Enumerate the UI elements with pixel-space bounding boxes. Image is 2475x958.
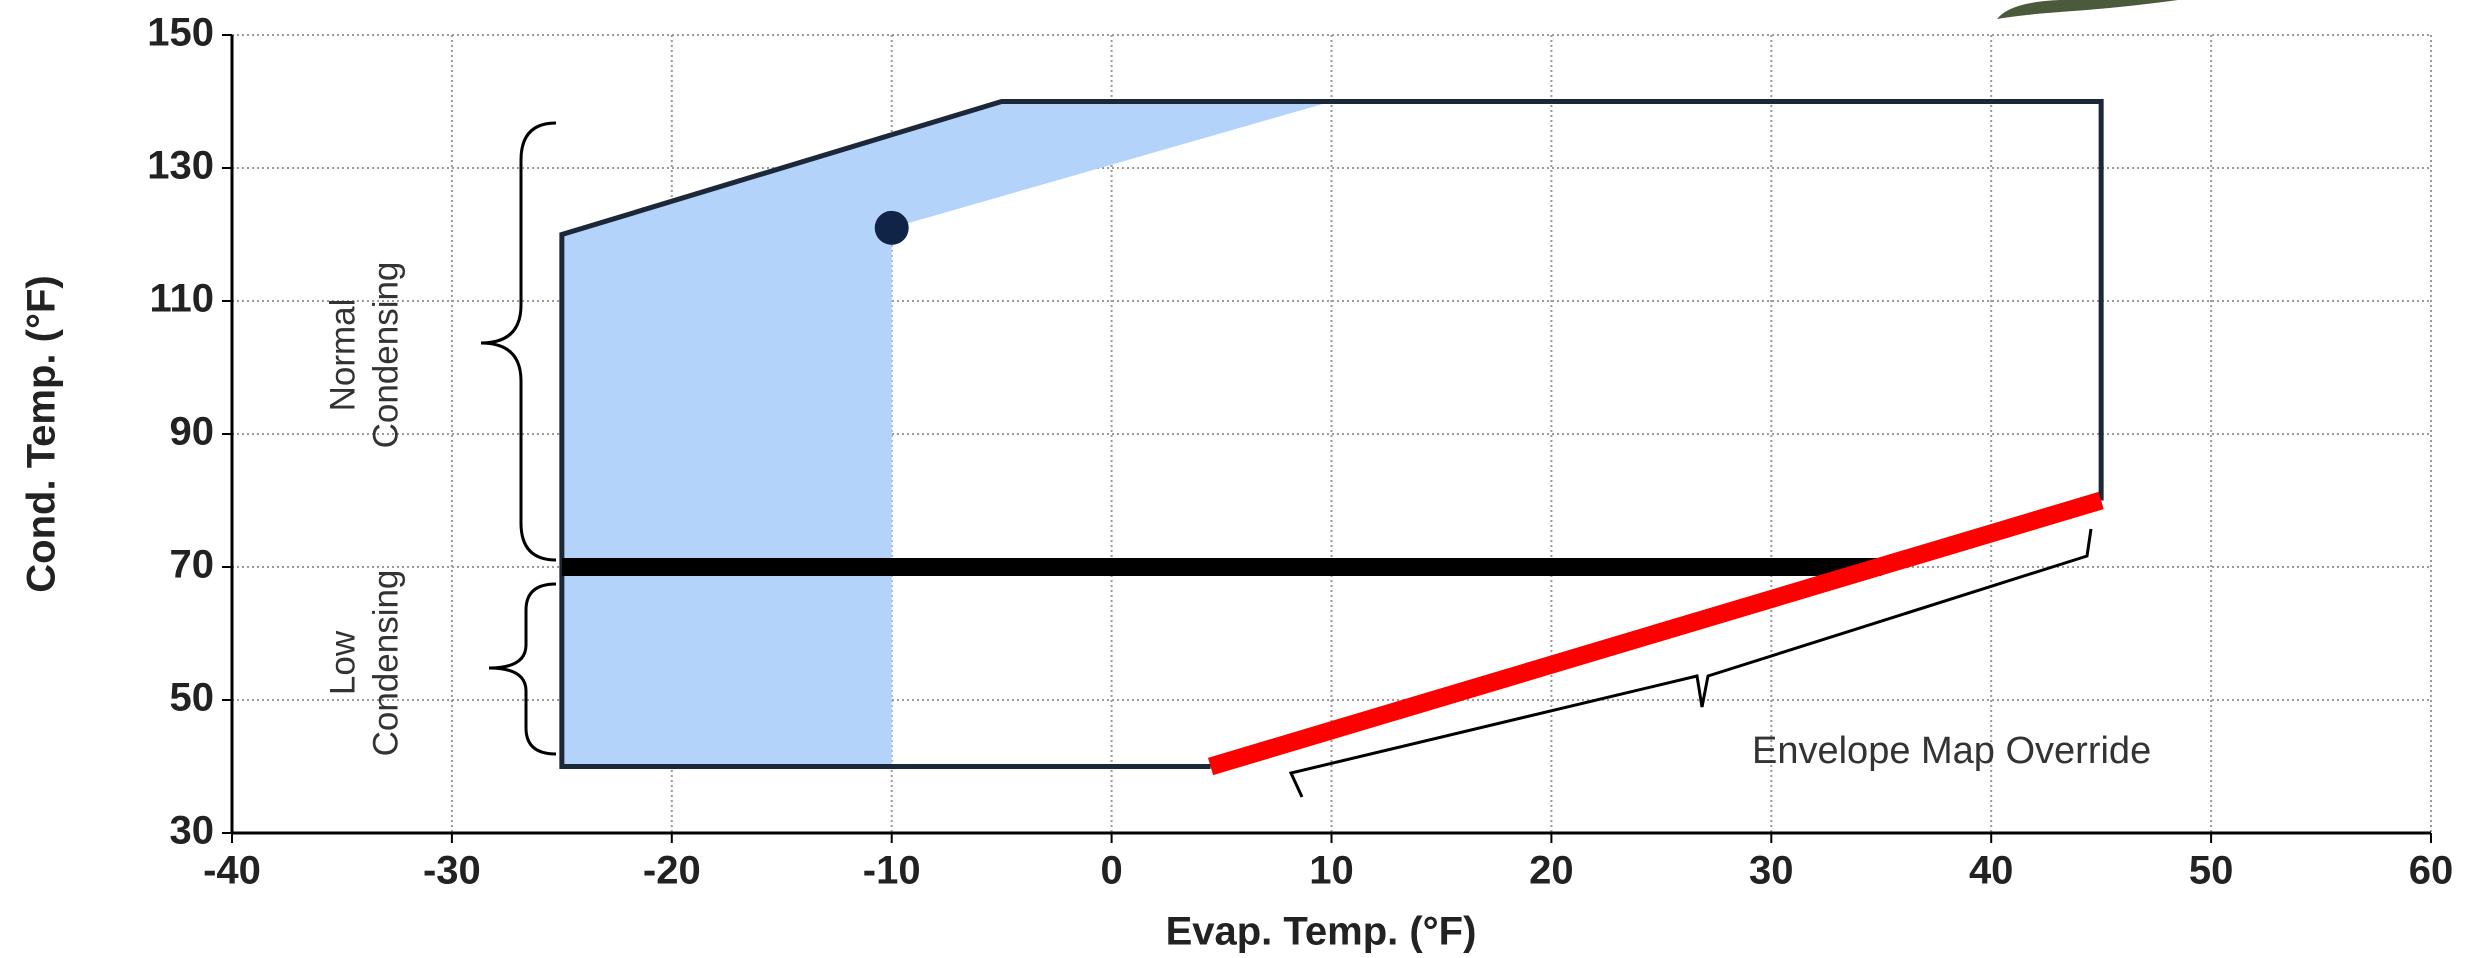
x-tick-label: 20 xyxy=(1529,849,1574,893)
x-tick-label: -40 xyxy=(203,849,261,893)
annotation: Envelope Map Override xyxy=(1752,730,2151,772)
line xyxy=(559,99,2104,769)
brace xyxy=(480,121,557,562)
y-tick-label: 70 xyxy=(170,543,215,587)
x-tick-label: -20 xyxy=(643,849,701,893)
x-tick-label: 50 xyxy=(2189,849,2234,893)
y-tick-label: 30 xyxy=(170,809,215,853)
brace xyxy=(488,582,557,756)
y-tick-label: 130 xyxy=(147,144,214,188)
x-tick-label: 60 xyxy=(2409,849,2454,893)
x-axis-label: Evap. Temp. (°F) xyxy=(1166,910,1477,954)
x-tick-label: 40 xyxy=(1969,849,2014,893)
y-axis-label: Cond. Temp. (°F) xyxy=(20,275,64,592)
decoration xyxy=(1997,0,2178,19)
y-tick-label: 110 xyxy=(149,277,214,321)
area xyxy=(561,101,1332,767)
annotation: Normal xyxy=(323,299,362,412)
x-tick-label: 10 xyxy=(1309,849,1354,893)
axes: -40 -30 -20 -10 0 10 20 30 40 50 60 30 50 70 90 110 130 1… xyxy=(147,11,2453,893)
point xyxy=(874,210,909,245)
y-tick-label: 50 xyxy=(170,676,215,720)
marks xyxy=(559,99,2104,776)
x-tick-label: -10 xyxy=(863,849,921,893)
x-tick-label: 0 xyxy=(1100,849,1122,893)
brace xyxy=(1288,528,2093,798)
y-tick-label: 90 xyxy=(170,410,215,454)
annotation: Low xyxy=(323,630,362,695)
x-tick-label: -30 xyxy=(423,849,481,893)
x-tick-label: 30 xyxy=(1749,849,1794,893)
annotation: Condensing xyxy=(366,262,405,449)
annotation: Condensing xyxy=(366,570,405,757)
line xyxy=(1207,491,2104,776)
y-tick-label: 150 xyxy=(147,11,214,55)
